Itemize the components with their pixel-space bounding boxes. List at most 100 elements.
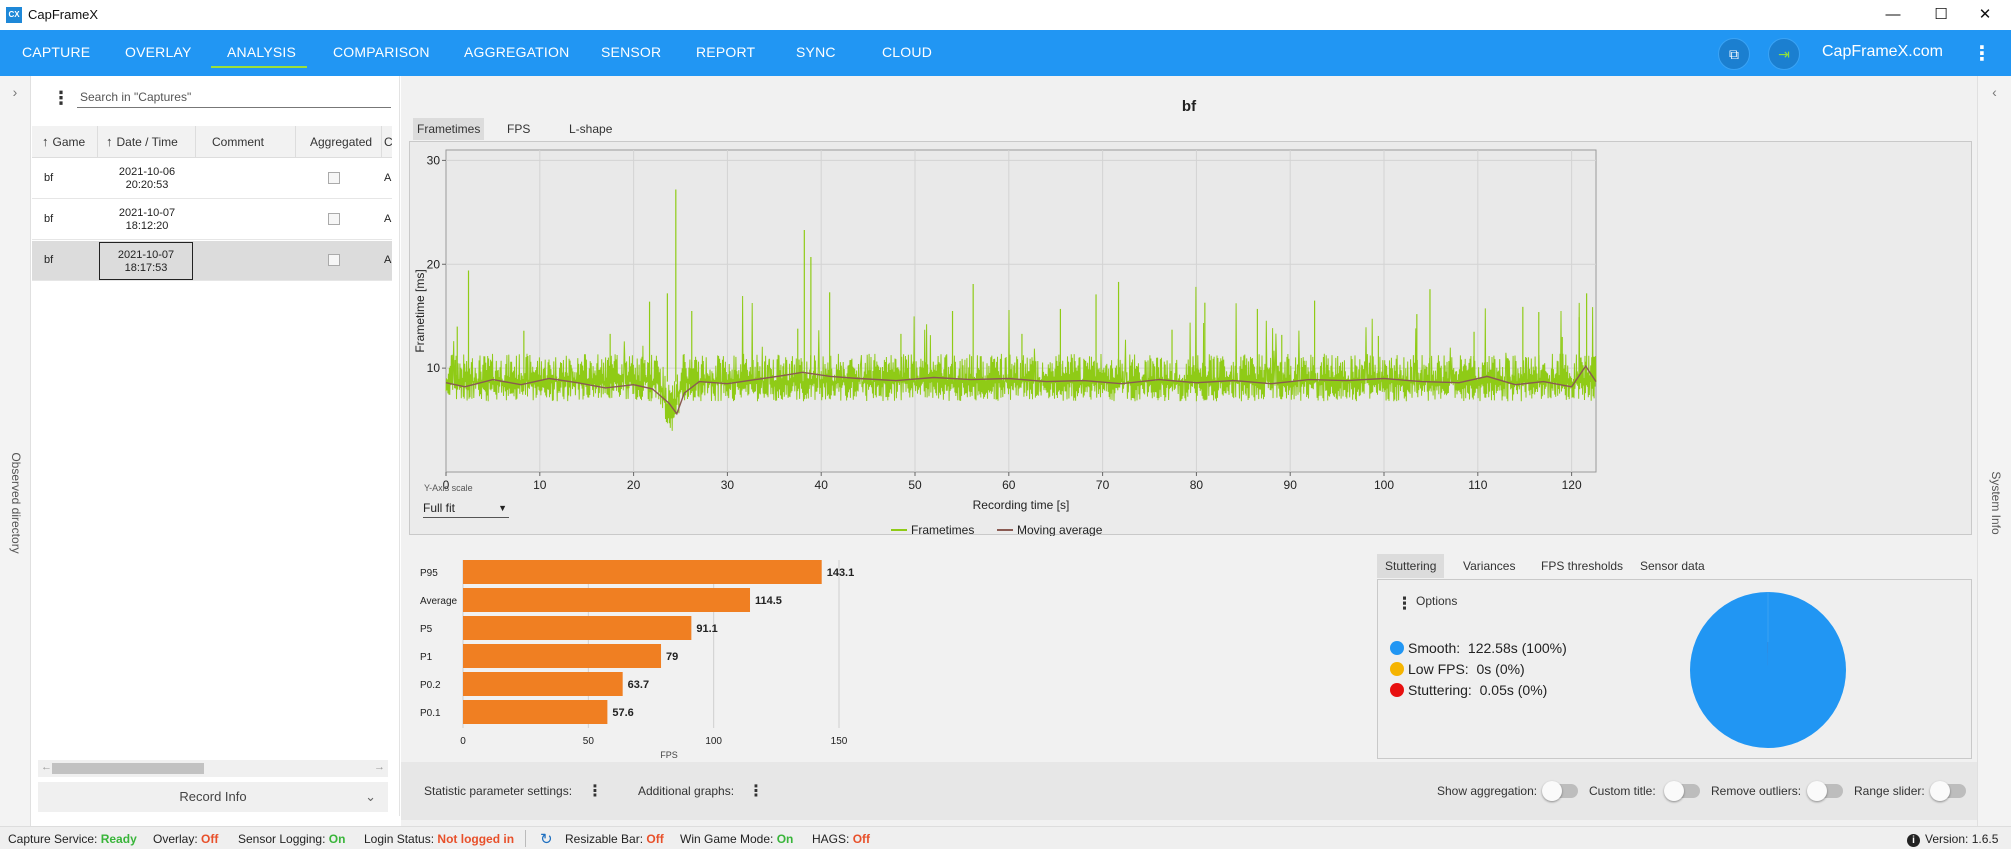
hags-status: HAGS: Off [812,832,871,846]
range-slider-label: Range slider: [1854,784,1925,798]
nav-tab-analysis[interactable]: ANALYSIS [227,44,297,60]
record-info-label: Record Info [179,789,247,804]
custom-title-toggle[interactable] [1664,781,1700,801]
tab-stuttering[interactable]: Stuttering [1377,554,1445,578]
nav-tab-sensor[interactable]: SENSOR [601,44,662,60]
captures-horizontal-scrollbar[interactable]: ← → [38,760,388,777]
tab-variances[interactable]: Variances [1463,559,1516,573]
scroll-left-icon[interactable]: ← [41,761,52,773]
nav-tab-sync[interactable]: SYNC [796,44,836,60]
row-extra: A [384,213,392,225]
column-date-time[interactable]: ↑ Date / Time [98,126,196,158]
column-comment[interactable]: Comment [196,126,296,158]
capframex-website-link[interactable]: CapFrameX.com [1822,43,1943,60]
bar-category-label: P1 [420,652,433,663]
expand-left-chevron-icon[interactable]: › [12,84,18,100]
nav-tab-capture[interactable]: CAPTURE [22,44,91,60]
remove-outliers-label: Remove outliers: [1711,784,1802,798]
x-tick-label: 150 [831,736,848,747]
column-extra[interactable]: C [384,135,392,149]
column-game[interactable]: ↑ Game [32,126,98,158]
nav-tab-cloud[interactable]: CLOUD [882,44,933,60]
bar-value-label: 114.5 [755,595,782,607]
additional-graphs-label: Additional graphs: [638,784,735,798]
additional-graphs-menu-icon[interactable]: ⋮ [748,783,764,800]
tab-sensor-data[interactable]: Sensor data [1640,559,1705,573]
search-captures-input[interactable] [77,86,391,108]
system-info-strip[interactable]: ‹ System Info [1977,76,2011,832]
sort-arrow-icon: ↑ [106,134,113,149]
captures-more-icon[interactable]: ⋮ [52,88,70,108]
remove-outliers-toggle[interactable] [1807,781,1843,801]
x-tick-label: 110 [1468,478,1487,492]
screenshot-icon[interactable]: ⧉ [1718,38,1750,70]
statistics-bar-panel: 0 50 100 150 FPS P95 143.1 Average 114.5 P5 91.1 P1… [401,552,1376,832]
tab-frametimes[interactable]: Frametimes [413,118,485,140]
dropdown-caret-icon: ▼ [498,503,507,513]
x-tick-label: 120 [1562,478,1582,492]
resizable-bar-status: Resizable Bar: Off [565,832,664,846]
statistic-settings-menu-icon[interactable]: ⋮ [587,783,603,800]
scrollbar-thumb[interactable] [52,763,204,774]
x-tick-label: 100 [1374,478,1394,492]
status-separator [525,830,526,847]
capture-row[interactable]: bf 2021-10-07 18:12:20 A [32,200,392,240]
show-aggregation-toggle[interactable] [1542,781,1578,801]
stuttering-dot-icon [1390,683,1404,697]
record-info-expander[interactable]: Record Info ⌄ [38,782,388,812]
tab-fps[interactable]: FPS [507,122,531,136]
tab-fps-thresholds[interactable]: FPS thresholds [1541,559,1624,573]
range-slider-toggle[interactable] [1930,781,1966,801]
legend-low-fps: Low FPS: 0s (0%) [1390,661,1525,677]
x-tick-label: 60 [1002,478,1016,492]
y-tick-label: 10 [427,361,441,375]
minimize-button[interactable]: — [1885,6,1901,23]
bar-value-label: 63.7 [628,679,649,691]
show-aggregation-label: Show aggregation: [1437,784,1538,798]
fps-bar [463,616,692,640]
options-button[interactable]: Options [1416,594,1458,608]
chevron-down-icon: ⌄ [365,789,376,804]
expand-right-chevron-icon[interactable]: ‹ [1992,84,1997,100]
stuttering-panel: Stuttering Variances FPS thresholds Sens… [1377,552,1977,832]
tab-l-shape[interactable]: L-shape [569,122,613,136]
aggregated-checkbox[interactable] [328,254,340,266]
y-axis-scale-select[interactable]: Full fit ▼ [423,498,509,518]
analysis-area: bf Frametimes FPS L-shape 0 10 20 30 40 50 60 7… [401,76,1977,832]
close-button[interactable]: ✕ [1978,6,1992,23]
capture-service-status: Capture Service: Ready [8,832,137,846]
main-nav: CAPTURE OVERLAY ANALYSIS COMPARISON AGGR… [0,30,2011,76]
status-bar: Capture Service: Ready Overlay: Off Sens… [0,826,2011,849]
options-more-icon[interactable]: ⋮ [1396,594,1413,613]
aggregated-checkbox[interactable] [328,172,340,184]
capture-row-selected[interactable]: bf 2021-10-07 18:17:53 A [32,241,392,281]
nav-tab-overlay[interactable]: OVERLAY [125,44,192,60]
bar-value-label: 143.1 [827,567,855,579]
aggregated-checkbox[interactable] [328,213,340,225]
y-axis-scale-label: Y-Axis scale [424,483,473,493]
y-tick-label: 30 [427,153,441,167]
refresh-icon[interactable]: ↻ [540,831,553,848]
legend-moving-average-label: Moving average [1017,523,1103,536]
column-aggregated[interactable]: Aggregated [296,126,382,158]
login-icon[interactable]: ⇥ [1768,38,1800,70]
fps-bar [463,700,608,724]
capture-row[interactable]: bf 2021-10-06 20:20:53 A [32,159,392,199]
fps-statistics-chart: 0 50 100 150 FPS P95 143.1 Average 114.5 P5 91.1 P1… [420,560,855,760]
maximize-button[interactable]: ☐ [1934,6,1948,23]
observed-directory-label: Observed directory [9,452,23,554]
scroll-right-icon[interactable]: → [374,761,385,773]
nav-tab-report[interactable]: REPORT [696,44,756,60]
bottom-options-bar: Statistic parameter settings: ⋮ Addition… [401,762,1977,820]
frametimes-series-line [445,286,1597,431]
app-title: CapFrameX [28,7,99,22]
more-menu-icon[interactable]: ⋮ [1972,43,1992,65]
active-tab-indicator [211,66,307,68]
bar-category-label: Average [420,596,458,607]
nav-tab-comparison[interactable]: COMPARISON [333,44,430,60]
bar-value-label: 79 [666,651,678,663]
observed-directory-strip[interactable]: › Observed directory [0,76,31,832]
nav-tab-aggregation[interactable]: AGGREGATION [464,44,570,60]
bar-category-label: P0.2 [420,680,441,691]
frametime-chart[interactable]: 0 10 20 30 40 50 60 70 80 90 100 110 120 10 20 30 Record… [410,142,1973,537]
